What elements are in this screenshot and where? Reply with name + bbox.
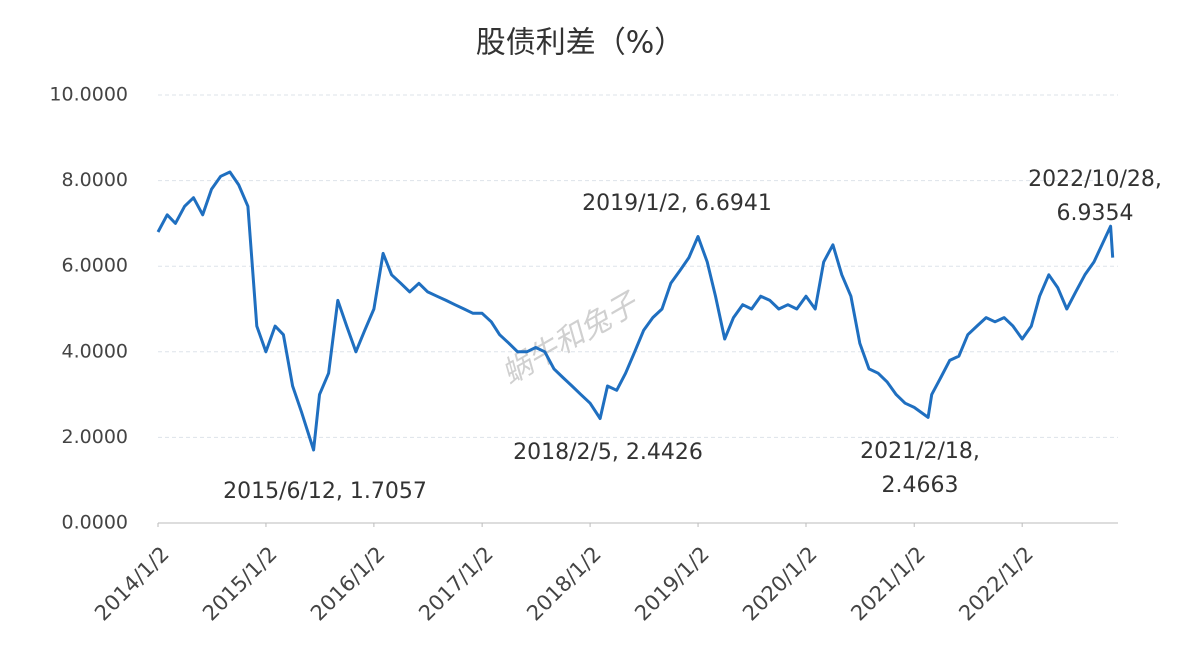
y-tick-label: 0.0000 [62, 512, 128, 534]
annotation: 2019/1/2, 6.6941 [582, 191, 772, 216]
x-tick-label: 2019/1/2 [630, 542, 714, 626]
annotation: 2021/2/18, [860, 439, 980, 464]
y-tick-label: 8.0000 [62, 169, 128, 191]
x-tick-label: 2020/1/2 [738, 542, 822, 626]
chart-title: 股债利差（%） [476, 26, 685, 61]
y-tick-label: 2.0000 [62, 426, 128, 448]
x-tick-label: 2017/1/2 [414, 542, 498, 626]
x-tick-label: 2018/1/2 [522, 542, 606, 626]
x-tick-label: 2022/1/2 [954, 542, 1038, 626]
x-tick-label: 2015/1/2 [198, 542, 282, 626]
annotation: 2018/2/5, 2.4426 [513, 440, 703, 465]
series-line [156, 170, 1115, 452]
y-tick-label: 6.0000 [62, 255, 128, 277]
x-tick-label: 2021/1/2 [846, 542, 930, 626]
y-tick-label: 10.0000 [49, 84, 128, 106]
y-tick-label: 4.0000 [62, 340, 128, 362]
annotation: 2015/6/12, 1.7057 [223, 479, 427, 504]
x-tick-label: 2016/1/2 [306, 542, 390, 626]
annotation: 2.4663 [882, 473, 959, 498]
annotation: 6.9354 [1057, 201, 1134, 226]
x-tick-label: 2014/1/2 [90, 542, 174, 626]
annotation: 2022/10/28, [1028, 167, 1162, 192]
